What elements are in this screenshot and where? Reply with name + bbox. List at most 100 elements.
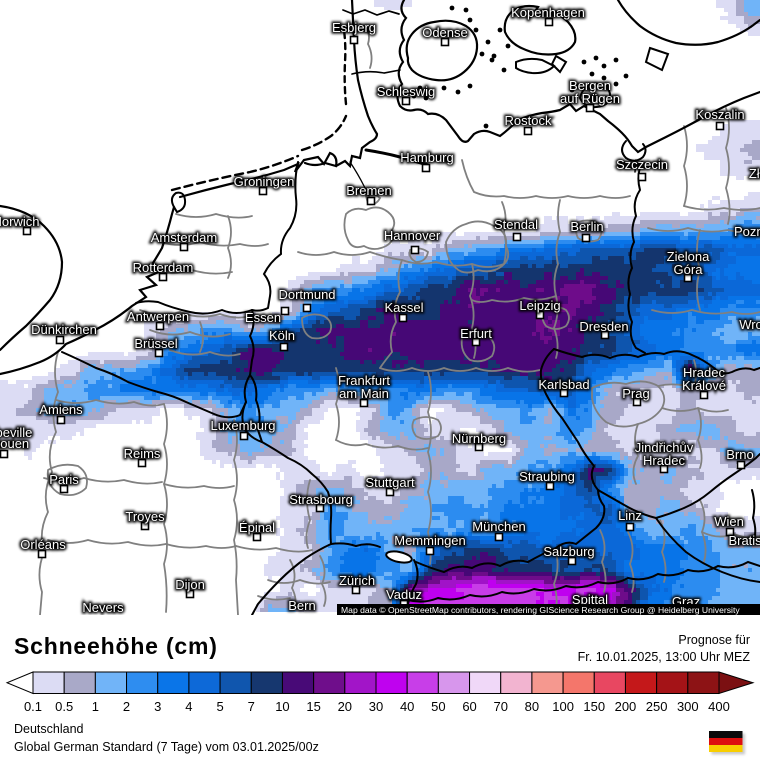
svg-text:Brno: Brno <box>726 447 753 462</box>
svg-text:Berlin: Berlin <box>570 219 603 234</box>
svg-text:Paris: Paris <box>49 472 79 487</box>
svg-text:Wien: Wien <box>714 514 744 529</box>
svg-text:Zürich: Zürich <box>339 573 375 588</box>
svg-text:Vaduz: Vaduz <box>386 587 422 602</box>
svg-text:Groningen: Groningen <box>234 174 295 189</box>
svg-text:am Main: am Main <box>339 386 389 401</box>
svg-text:Hradec: Hradec <box>683 365 725 380</box>
svg-text:Rostock: Rostock <box>505 113 552 128</box>
svg-text:am Main: am Main <box>339 386 389 401</box>
svg-text:Bratislava: Bratislava <box>728 533 760 548</box>
svg-text:Wien: Wien <box>714 514 744 529</box>
svg-text:Amiens: Amiens <box>39 402 83 417</box>
svg-text:Luxemburg: Luxemburg <box>210 418 275 433</box>
svg-text:Orléans: Orléans <box>20 537 66 552</box>
svg-text:Rouen: Rouen <box>0 436 29 451</box>
svg-text:Jindřichův: Jindřichův <box>635 440 694 455</box>
svg-text:auf Rügen: auf Rügen <box>560 91 620 106</box>
svg-text:5: 5 <box>216 699 223 714</box>
svg-text:150: 150 <box>583 699 605 714</box>
svg-text:Dresden: Dresden <box>579 319 628 334</box>
svg-text:auf Rügen: auf Rügen <box>560 91 620 106</box>
svg-text:Deutschland: Deutschland <box>14 722 84 736</box>
svg-text:Hradec: Hradec <box>683 365 725 380</box>
svg-text:15: 15 <box>306 699 320 714</box>
svg-text:Vaduz: Vaduz <box>386 587 422 602</box>
svg-text:2: 2 <box>123 699 130 714</box>
svg-text:Brüssel: Brüssel <box>134 336 177 351</box>
svg-text:Erfurt: Erfurt <box>460 326 492 341</box>
svg-text:Norwich: Norwich <box>0 214 39 229</box>
svg-text:Bergen: Bergen <box>569 78 611 93</box>
svg-text:300: 300 <box>677 699 699 714</box>
svg-text:Esbjerg: Esbjerg <box>332 20 376 35</box>
svg-text:Frankfurt: Frankfurt <box>338 373 390 388</box>
svg-text:Hannover: Hannover <box>384 228 441 243</box>
svg-text:Poznań: Poznań <box>734 224 760 239</box>
svg-text:Antwerpen: Antwerpen <box>127 309 189 324</box>
svg-text:Dresden: Dresden <box>579 319 628 334</box>
svg-text:Stuttgart: Stuttgart <box>365 475 415 490</box>
svg-text:Nevers: Nevers <box>82 600 124 615</box>
svg-text:Troyes: Troyes <box>125 509 165 524</box>
svg-text:Złotów: Złotów <box>749 166 760 181</box>
svg-text:Poznań: Poznań <box>734 224 760 239</box>
svg-text:Bergen: Bergen <box>569 78 611 93</box>
svg-text:Schneehöhe (cm): Schneehöhe (cm) <box>14 633 218 659</box>
svg-text:Brüssel: Brüssel <box>134 336 177 351</box>
svg-text:Dortmund: Dortmund <box>278 287 335 302</box>
svg-text:Hradec: Hradec <box>643 453 685 468</box>
svg-text:Zürich: Zürich <box>339 573 375 588</box>
svg-text:Kassel: Kassel <box>384 300 423 315</box>
svg-text:Straubing: Straubing <box>519 469 575 484</box>
svg-text:Hamburg: Hamburg <box>400 150 453 165</box>
svg-text:Groningen: Groningen <box>234 174 295 189</box>
svg-text:Karlsbad: Karlsbad <box>538 377 589 392</box>
svg-text:1: 1 <box>92 699 99 714</box>
svg-text:Brno: Brno <box>726 447 753 462</box>
svg-text:Essen: Essen <box>245 310 281 325</box>
svg-text:Leipzig: Leipzig <box>519 298 560 313</box>
svg-text:4: 4 <box>185 699 192 714</box>
svg-text:Antwerpen: Antwerpen <box>127 309 189 324</box>
svg-text:Berlin: Berlin <box>570 219 603 234</box>
svg-text:Dijon: Dijon <box>175 577 205 592</box>
svg-text:Luxemburg: Luxemburg <box>210 418 275 433</box>
svg-text:Góra: Góra <box>674 262 704 277</box>
svg-text:Nevers: Nevers <box>82 600 124 615</box>
svg-text:Odense: Odense <box>422 25 468 40</box>
svg-text:Esbjerg: Esbjerg <box>332 20 376 35</box>
svg-text:Memmingen: Memmingen <box>394 533 466 548</box>
svg-text:20: 20 <box>338 699 352 714</box>
svg-text:10: 10 <box>275 699 289 714</box>
svg-text:Králové: Králové <box>682 378 726 393</box>
svg-text:Abbeville: Abbeville <box>0 425 32 440</box>
svg-text:Rostock: Rostock <box>505 113 552 128</box>
svg-text:200: 200 <box>615 699 637 714</box>
svg-text:Map data © OpenStreetMap contr: Map data © OpenStreetMap contributors, r… <box>341 605 740 615</box>
svg-text:Bremen: Bremen <box>346 183 392 198</box>
svg-text:80: 80 <box>525 699 539 714</box>
svg-text:Strasbourg: Strasbourg <box>289 492 353 507</box>
svg-text:Épinal: Épinal <box>239 520 275 535</box>
svg-text:Jindřichův: Jindřichův <box>635 440 694 455</box>
svg-text:Rotterdam: Rotterdam <box>133 260 194 275</box>
svg-text:Wrocław: Wrocław <box>739 317 760 332</box>
svg-text:Szczecin: Szczecin <box>616 157 668 172</box>
svg-text:Stendal: Stendal <box>494 217 538 232</box>
svg-text:Amsterdam: Amsterdam <box>151 230 217 245</box>
svg-text:0.1: 0.1 <box>24 699 42 714</box>
svg-text:Prag: Prag <box>622 386 649 401</box>
svg-text:Bern: Bern <box>288 598 315 613</box>
svg-text:50: 50 <box>431 699 445 714</box>
svg-text:40: 40 <box>400 699 414 714</box>
svg-text:Schleswig: Schleswig <box>377 84 436 99</box>
svg-text:Hannover: Hannover <box>384 228 441 243</box>
svg-text:Schleswig: Schleswig <box>377 84 436 99</box>
svg-text:Kopenhagen: Kopenhagen <box>511 5 585 20</box>
svg-text:Köln: Köln <box>269 328 295 343</box>
svg-text:München: München <box>472 519 525 534</box>
svg-text:Global German Standard (7 Tage: Global German Standard (7 Tage) vom 03.0… <box>14 740 319 754</box>
svg-text:Prag: Prag <box>622 386 649 401</box>
svg-text:250: 250 <box>646 699 668 714</box>
